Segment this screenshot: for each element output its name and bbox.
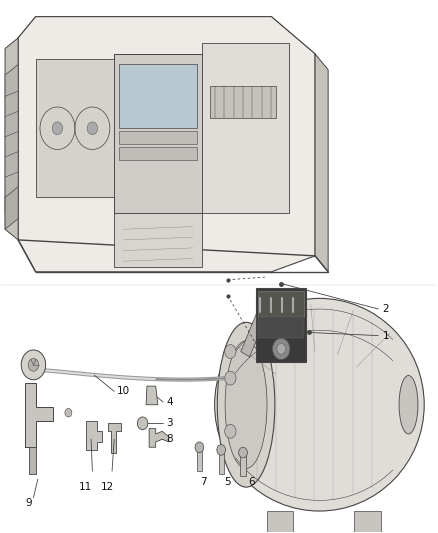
Ellipse shape (215, 298, 424, 511)
Bar (256, 288, 306, 362)
Circle shape (225, 424, 236, 438)
Ellipse shape (399, 375, 418, 434)
Bar (267, 511, 293, 532)
Text: 11: 11 (79, 482, 92, 492)
Bar (354, 511, 381, 532)
Text: 3: 3 (166, 418, 173, 429)
Circle shape (272, 338, 290, 360)
Bar (258, 317, 304, 338)
Ellipse shape (225, 341, 267, 469)
Polygon shape (86, 421, 102, 450)
Bar (210, 86, 276, 118)
Bar (219, 453, 224, 474)
Text: 2: 2 (383, 304, 389, 314)
Circle shape (225, 345, 236, 359)
Polygon shape (119, 64, 197, 128)
Bar (119, 131, 197, 144)
Circle shape (21, 350, 46, 379)
Circle shape (225, 371, 236, 385)
Text: 4: 4 (166, 397, 173, 407)
Text: 7: 7 (201, 477, 207, 487)
Text: 9: 9 (26, 498, 32, 508)
Polygon shape (241, 309, 267, 357)
Bar (114, 54, 201, 213)
Polygon shape (146, 386, 158, 405)
Polygon shape (18, 17, 315, 64)
Polygon shape (108, 423, 121, 453)
Ellipse shape (217, 322, 275, 487)
Polygon shape (5, 38, 18, 240)
Circle shape (87, 122, 98, 135)
Polygon shape (18, 17, 315, 272)
Circle shape (138, 417, 148, 430)
Bar (258, 292, 304, 317)
Text: 5: 5 (224, 477, 231, 487)
Circle shape (217, 445, 226, 455)
Polygon shape (5, 64, 18, 213)
Circle shape (28, 359, 39, 371)
Text: 6: 6 (248, 477, 255, 487)
Polygon shape (315, 54, 328, 272)
Polygon shape (25, 383, 53, 447)
Bar (114, 213, 201, 266)
Circle shape (195, 442, 204, 453)
Circle shape (52, 122, 63, 135)
Text: 12: 12 (101, 482, 114, 492)
Polygon shape (149, 429, 169, 447)
Text: 1: 1 (383, 330, 389, 341)
Polygon shape (5, 187, 18, 229)
Circle shape (239, 447, 247, 458)
Bar (201, 43, 289, 213)
Bar (119, 147, 197, 160)
Bar (240, 455, 246, 477)
Polygon shape (35, 59, 114, 197)
Circle shape (65, 408, 72, 417)
Bar (197, 450, 202, 471)
Text: 10: 10 (117, 386, 130, 397)
Text: 8: 8 (166, 434, 173, 445)
Polygon shape (29, 447, 35, 474)
Circle shape (277, 344, 286, 354)
